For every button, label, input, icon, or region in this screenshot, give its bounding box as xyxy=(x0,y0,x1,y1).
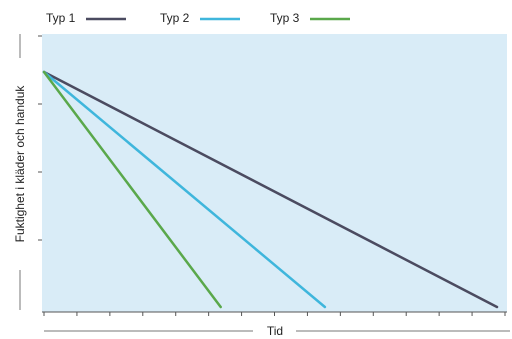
x-axis-label: Tid xyxy=(267,324,283,338)
legend: Typ 1 Typ 2 Typ 3 xyxy=(46,11,350,25)
legend-label-2: Typ 2 xyxy=(160,11,190,25)
series-line-3 xyxy=(42,70,222,309)
series-lines xyxy=(42,70,499,309)
y-axis-label: Fuktighet i kläder och handuk xyxy=(13,85,27,243)
plot-area xyxy=(42,34,507,312)
series-line-2 xyxy=(42,70,327,309)
series-line-1 xyxy=(42,70,499,309)
legend-label-1: Typ 1 xyxy=(46,11,76,25)
axes xyxy=(19,34,510,332)
legend-label-3: Typ 3 xyxy=(270,11,300,25)
